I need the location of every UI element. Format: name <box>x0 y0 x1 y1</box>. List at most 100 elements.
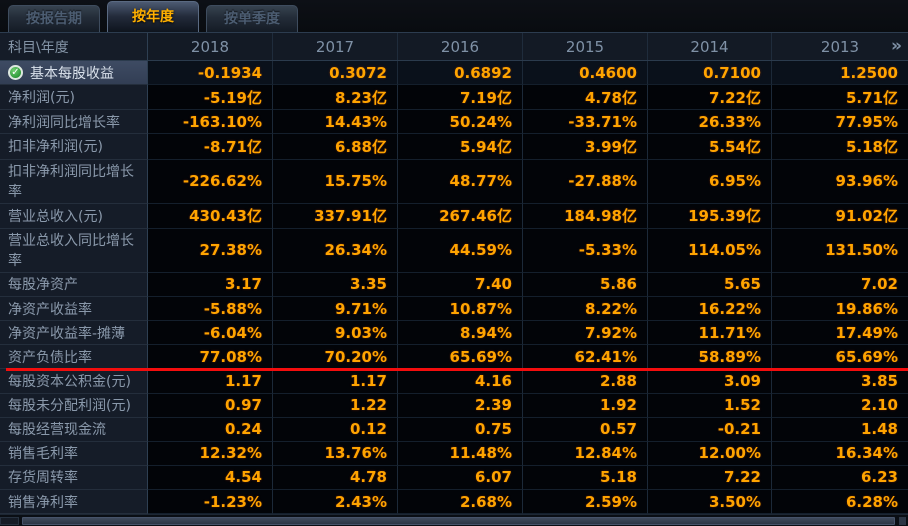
value-cell: 2.59% <box>523 490 648 515</box>
row-label[interactable]: 净利润(元) <box>0 85 148 111</box>
value-cell: 1.17 <box>273 369 398 394</box>
row-label-text: 营业总收入(元) <box>8 208 103 225</box>
tab-by-single-quarter[interactable]: 按单季度 <box>206 5 298 32</box>
value-cell: 12.84% <box>523 441 648 466</box>
value-cell: 6.88亿 <box>273 134 398 160</box>
value-cell: 5.18 <box>523 465 648 490</box>
row-label[interactable]: 净资产收益率 <box>0 297 148 322</box>
row-label-text: 净资产收益率-摊薄 <box>8 325 126 342</box>
value-cell: 4.78 <box>273 465 398 490</box>
value-cell: 2.68% <box>398 490 523 515</box>
row-label[interactable]: 营业总收入(元) <box>0 203 148 229</box>
scrollbar-end-cap <box>899 517 906 525</box>
table-row: ✓ 基本每股收益 -0.1934 0.3072 0.6892 0.4600 0.7100 1.… <box>0 61 908 86</box>
value-cell: 6.95% <box>648 159 772 204</box>
table-row: 销售净利率 -1.23% 2.43% 2.68% 2.59% 3.50% 6.28% <box>0 490 908 515</box>
table-row: 销售毛利率 12.32% 13.76% 11.48% 12.84% 12.00% 16.34… <box>0 441 908 466</box>
value-cell: 0.3072 <box>273 61 398 86</box>
value-cell: -0.21 <box>648 417 772 442</box>
value-cell: 44.59% <box>398 228 523 273</box>
value-cell: 430.43亿 <box>148 203 273 229</box>
row-label[interactable]: ✓ 基本每股收益 <box>0 61 148 86</box>
row-label-text: 销售净利率 <box>8 494 78 511</box>
value-cell: 93.96% <box>772 159 908 204</box>
row-label-text: 销售毛利率 <box>8 446 78 463</box>
table-row: 每股净资产 3.17 3.35 7.40 5.86 5.65 7.02 <box>0 272 908 297</box>
value-cell: -226.62% <box>148 159 273 204</box>
row-label[interactable]: 每股资本公积金(元) <box>0 369 148 394</box>
table-body: ✓ 基本每股收益 -0.1934 0.3072 0.6892 0.4600 0.7100 1.… <box>0 61 908 515</box>
table-row: 净利润同比增长率 -163.10% 14.43% 50.24% -33.71% 26.33… <box>0 110 908 135</box>
value-cell: 65.69% <box>398 345 523 370</box>
value-cell: -5.88% <box>148 297 273 322</box>
more-years-chevron-icon[interactable]: » <box>891 35 902 56</box>
table-row: 扣非净利润同比增长率 -226.62% 15.75% 48.77% -27.88% 6.9… <box>0 159 908 204</box>
value-cell: 184.98亿 <box>523 203 648 229</box>
row-label[interactable]: 净资产收益率-摊薄 <box>0 321 148 346</box>
value-cell: 19.86% <box>772 297 908 322</box>
value-cell: 267.46亿 <box>398 203 523 229</box>
value-cell: 0.12 <box>273 417 398 442</box>
value-cell: 4.16 <box>398 369 523 394</box>
corner-header: 科目\年度 <box>0 33 148 60</box>
value-cell: -1.23% <box>148 490 273 515</box>
value-cell: 2.88 <box>523 369 648 394</box>
value-cell: 7.22 <box>648 465 772 490</box>
row-label[interactable]: 销售净利率 <box>0 490 148 515</box>
row-label[interactable]: 每股经营现金流 <box>0 417 148 442</box>
year-header-2018: 2018 <box>148 33 273 60</box>
value-cell: 16.34% <box>772 441 908 466</box>
value-cell: 5.94亿 <box>398 134 523 160</box>
row-label[interactable]: 每股未分配利润(元) <box>0 393 148 418</box>
table-row: 净资产收益率 -5.88% 9.71% 10.87% 8.22% 16.22% 19.86% <box>0 297 908 322</box>
horizontal-scrollbar[interactable] <box>0 514 908 526</box>
year-header-2013: 2013 » <box>772 33 908 60</box>
value-cell: 77.95% <box>772 110 908 135</box>
row-label[interactable]: 每股净资产 <box>0 272 148 297</box>
tab-by-report-period[interactable]: 按报告期 <box>8 5 100 32</box>
value-cell: 114.05% <box>648 228 772 273</box>
table-row: 营业总收入同比增长率 27.38% 26.34% 44.59% -5.33% 114.05… <box>0 228 908 273</box>
scrollbar-left-button[interactable] <box>0 517 19 525</box>
table-row: 每股资本公积金(元) 1.17 1.17 4.16 2.88 3.09 3.85 <box>0 369 908 394</box>
tab-by-year[interactable]: 按年度 <box>107 1 199 32</box>
value-cell: -163.10% <box>148 110 273 135</box>
row-label[interactable]: 存货周转率 <box>0 465 148 490</box>
row-label-text: 每股经营现金流 <box>8 422 106 439</box>
value-cell: 1.17 <box>148 369 273 394</box>
value-cell: 11.71% <box>648 321 772 346</box>
value-cell: -0.1934 <box>148 61 273 86</box>
row-label[interactable]: 扣非净利润同比增长率 <box>0 159 148 204</box>
value-cell: 2.43% <box>273 490 398 515</box>
value-cell: 337.91亿 <box>273 203 398 229</box>
table-row: 资产负债比率 77.08% 70.20% 65.69% 62.41% 58.89% 65.6… <box>0 345 908 372</box>
value-cell: 26.33% <box>648 110 772 135</box>
row-label-text: 净利润(元) <box>8 90 75 107</box>
value-cell: 8.23亿 <box>273 85 398 111</box>
value-cell: 27.38% <box>148 228 273 273</box>
row-label-text: 每股资本公积金(元) <box>8 373 131 390</box>
value-cell: 0.6892 <box>398 61 523 86</box>
row-label-text: 每股未分配利润(元) <box>8 398 131 415</box>
row-label-text: 扣非净利润同比增长率 <box>8 164 134 201</box>
row-label[interactable]: 资产负债比率 <box>0 345 148 370</box>
row-label[interactable]: 营业总收入同比增长率 <box>0 228 148 273</box>
row-label-text: 资产负债比率 <box>8 349 92 366</box>
row-label[interactable]: 销售毛利率 <box>0 441 148 466</box>
row-label[interactable]: 扣非净利润(元) <box>0 134 148 160</box>
year-header-2013-label: 2013 <box>820 37 860 56</box>
value-cell: 2.39 <box>398 393 523 418</box>
value-cell: 5.65 <box>648 272 772 297</box>
value-cell: 50.24% <box>398 110 523 135</box>
value-cell: 3.50% <box>648 490 772 515</box>
value-cell: 15.75% <box>273 159 398 204</box>
value-cell: 12.32% <box>148 441 273 466</box>
value-cell: -8.71亿 <box>148 134 273 160</box>
year-header-2014: 2014 <box>648 33 772 60</box>
value-cell: 0.97 <box>148 393 273 418</box>
row-label[interactable]: 净利润同比增长率 <box>0 110 148 135</box>
row-label-text: 净利润同比增长率 <box>8 114 120 131</box>
year-header-2017: 2017 <box>273 33 398 60</box>
scrollbar-thumb[interactable] <box>22 517 895 525</box>
value-cell: 62.41% <box>523 345 648 370</box>
